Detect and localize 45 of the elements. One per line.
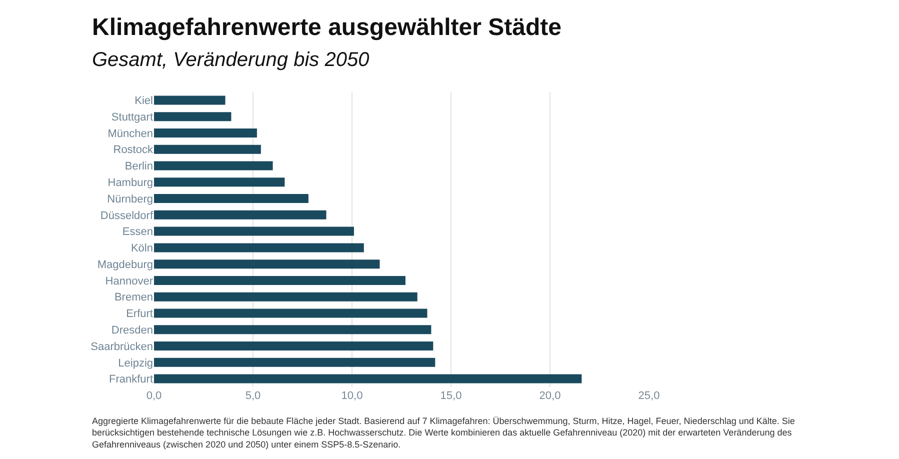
y-tick-label: Frankfurt — [108, 374, 153, 386]
bar — [154, 128, 257, 138]
bar — [154, 243, 364, 252]
y-tick-label: Leipzig — [118, 357, 153, 370]
y-tick-label: Bremen — [114, 292, 153, 304]
bar — [154, 308, 428, 318]
bar — [154, 161, 273, 170]
bar — [154, 226, 354, 236]
y-tick-label: Saarbrücken — [90, 340, 153, 353]
y-tick-label: Magdeburg — [97, 258, 153, 271]
x-tick-label: 5,0 — [245, 390, 261, 402]
bar — [154, 144, 261, 154]
bar — [154, 112, 232, 122]
bar — [154, 342, 434, 351]
y-tick-label: Düsseldorf — [100, 210, 154, 222]
bar — [154, 325, 432, 334]
y-tick-label: Dresden — [111, 324, 153, 336]
chart-title: Klimagefahrenwerte ausgewählter Städte — [92, 14, 562, 41]
y-tick-label: Hannover — [105, 275, 154, 288]
x-tick-label: 15,0 — [440, 390, 462, 402]
y-tick-label: Kiel — [134, 95, 153, 108]
bar — [154, 374, 582, 384]
x-tick-label: 0,0 — [146, 390, 162, 402]
text: Aggregierte Klimagefahrenwerte für die bebaute Fläche jeder Stadt. Basierend auf 7 Klimagefahren: Überschwemmung, Sturm, Hitze, Hagel, Feuer, Niederschlag und Kälte. Sie berücksichtigen bestehende technische Lösungen wie z.B. Hochwasserschutz. Die Werte kombinieren das aktuelle Gefahrenniveau (2020) mit der erwarteten Veränderung des Gefahrenniveaus (zwischen 2020 und 2050) unter einem SSP5-8.5-Szenario. — [92, 416, 795, 450]
bar — [154, 358, 436, 367]
x-tick-label: 25,0 — [638, 390, 660, 402]
bar — [154, 178, 285, 187]
bar — [154, 194, 308, 204]
bar — [154, 210, 326, 220]
x-tick-label: 10,0 — [341, 390, 363, 402]
y-tick-label: Berlin — [124, 160, 153, 173]
y-tick-label: München — [108, 128, 153, 140]
bar — [154, 96, 226, 105]
bar — [154, 292, 418, 302]
y-tick-label: Essen — [122, 226, 153, 238]
y-tick-label: Hamburg — [108, 176, 153, 189]
y-tick-label: Stuttgart — [111, 111, 153, 124]
y-tick-label: Nürnberg — [107, 193, 153, 206]
y-tick-label: Köln — [130, 242, 153, 255]
y-tick-label: Rostock — [113, 144, 154, 156]
x-tick-label: 20,0 — [539, 390, 561, 402]
chart-subtitle: Gesamt, Veränderung bis 2050 — [92, 49, 370, 72]
bar — [154, 276, 406, 285]
y-tick-label: Erfurt — [126, 308, 153, 320]
bar — [154, 260, 380, 269]
